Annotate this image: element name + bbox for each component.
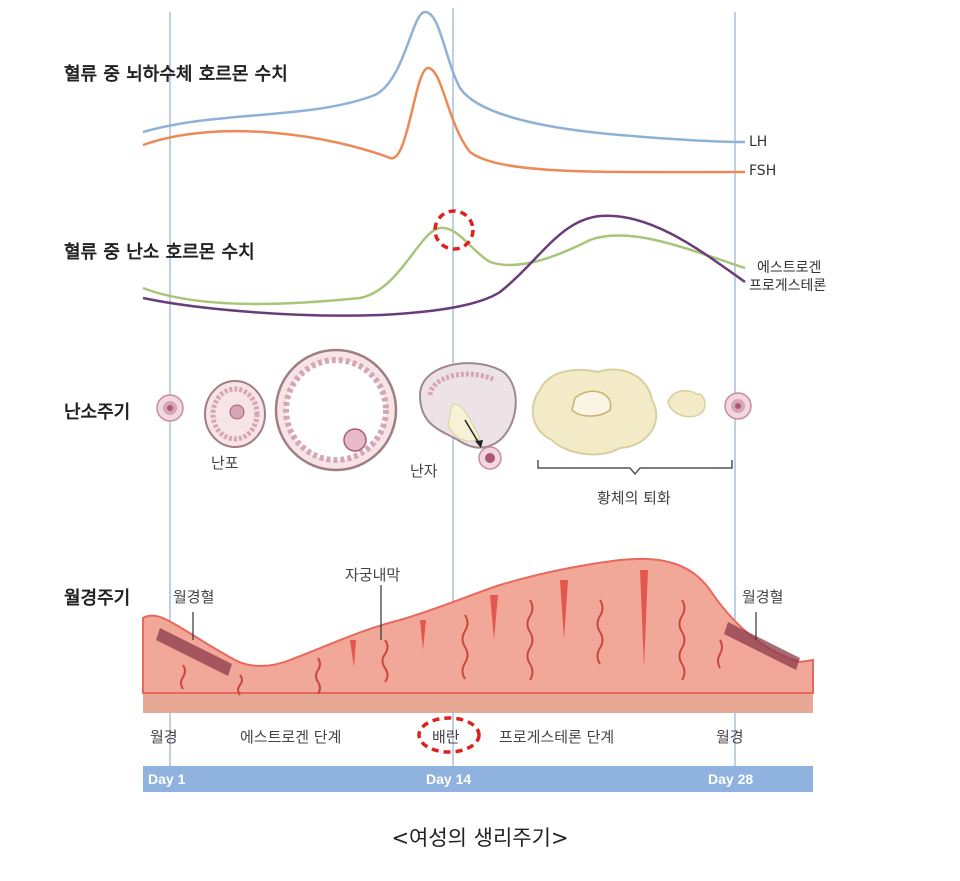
ovarian-cycle-title: 난소주기 (64, 402, 131, 423)
ovulation-highlight (417, 716, 481, 754)
basal-layer (143, 693, 813, 713)
phase-menses-left: 월경 (150, 728, 178, 746)
phase-progesterone: 프로게스테론 단계 (499, 728, 615, 746)
day-bar (143, 766, 813, 792)
endometrium-label: 자궁내막 (345, 566, 401, 584)
pituitary-hormone-title: 혈류 중 뇌하수체 호르몬 수치 (64, 64, 288, 85)
menstrual-blood-left (156, 628, 232, 676)
ovum-label: 난자 (410, 462, 438, 480)
progesterone-legend: 프로게스테론 (749, 278, 827, 294)
menstrual-cycle-title: 월경주기 (64, 588, 131, 609)
figure-caption: <여성의 생리주기> (391, 826, 569, 850)
estrogen-curve (142, 226, 746, 306)
endometrial-glands (350, 570, 648, 668)
corpus-luteum (531, 368, 658, 456)
phase-ovulation: 배란 (432, 728, 460, 746)
follicle-label: 난포 (211, 454, 239, 472)
corpus-albicans (667, 389, 706, 418)
day-28-label: Day 28 (708, 771, 754, 787)
ovarian-hormone-title: 혈류 중 난소 호르몬 수치 (64, 242, 255, 263)
progesterone-curve (142, 214, 746, 317)
day-14-label: Day 14 (426, 771, 472, 787)
estrogen-peak-highlight (433, 209, 475, 251)
endometrium-surface (142, 557, 814, 694)
phase-estrogen: 에스트로겐 단계 (240, 728, 342, 746)
day-1-label: Day 1 (148, 771, 186, 787)
menstrual-blood-right-label: 월경혈 (742, 588, 784, 606)
lh-curve (142, 10, 746, 144)
menstrual-blood-left-label: 월경혈 (173, 588, 215, 606)
primordial-follicle-left (156, 394, 184, 422)
primordial-follicle-right (724, 392, 752, 420)
fsh-legend: FSH (749, 163, 777, 179)
phase-menses-right: 월경 (716, 728, 744, 746)
menstrual-blood-right (724, 622, 800, 670)
corpus-luteum-brace (537, 460, 733, 476)
corpus-luteum-regression-label: 황체의 퇴화 (597, 489, 671, 507)
mature-follicle (274, 348, 398, 472)
estrogen-legend: 에스트로겐 (757, 260, 822, 276)
fsh-curve (142, 66, 746, 174)
spiral-arteries (180, 599, 723, 696)
ovulating-follicle (418, 362, 517, 470)
lh-legend: LH (749, 134, 768, 150)
primary-follicle (204, 380, 266, 448)
